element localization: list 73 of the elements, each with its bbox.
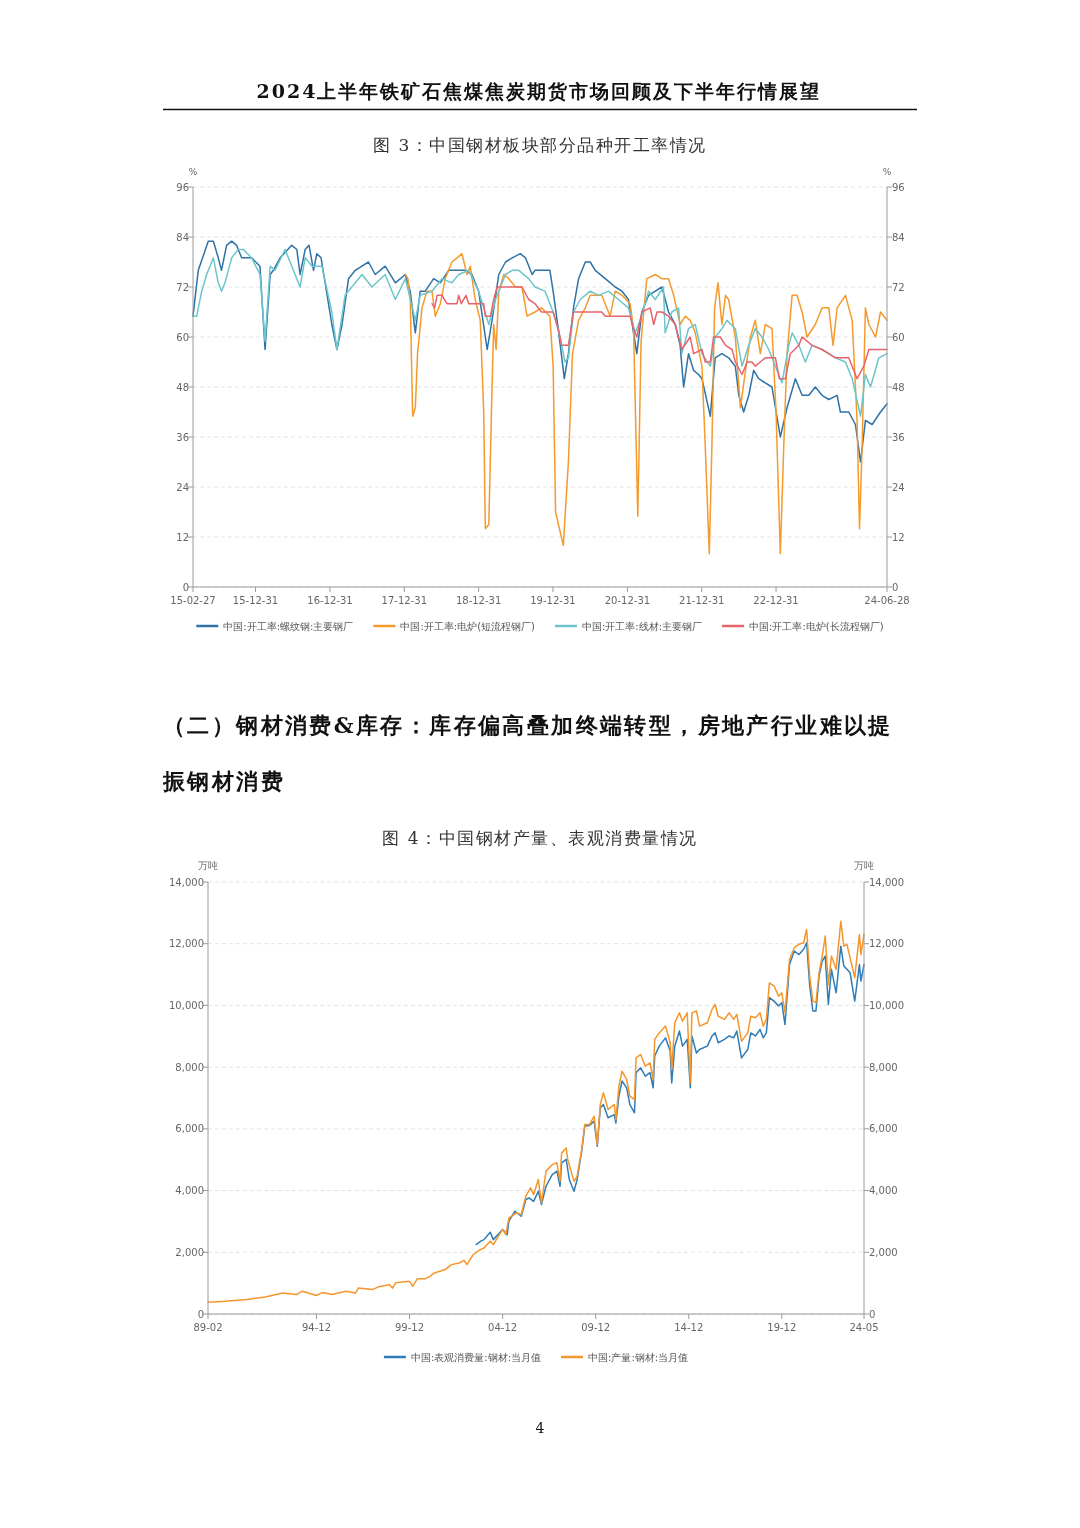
y2-tick-label: 0 [892, 581, 899, 593]
y-tick-label: 14,000 [169, 876, 204, 888]
x-tick-label: 19-12 [767, 1322, 797, 1333]
legend-label: 中国:开工率:电炉(长流程钢厂) [749, 620, 884, 632]
x-tick-label: 15-12-31 [232, 595, 279, 606]
y-tick-label: 10,000 [169, 999, 204, 1011]
legend-label: 中国:开工率:电炉(短流程钢厂) [400, 620, 536, 632]
y-tick-label: 4,000 [175, 1185, 204, 1197]
y2-tick-label: 12 [892, 531, 905, 543]
y2-tick-label: 0 [869, 1308, 876, 1320]
legend-label: 中国:表观消费量:钢材:当月值 [410, 1351, 542, 1363]
legend-label: 中国:开工率:线材:主要钢厂 [581, 620, 703, 632]
text: 4 [535, 1420, 545, 1436]
x-tick-label: 04-12 [488, 1322, 518, 1333]
x-tick-label: 20-12-31 [604, 595, 651, 606]
line-series [192, 248, 888, 417]
x-tick-label: 89-02 [193, 1322, 223, 1333]
y2-tick-label: 12,000 [869, 938, 904, 950]
y-tick-label: 84 [176, 231, 189, 243]
y-tick-label: 60 [176, 331, 189, 343]
y2-tick-label: 4,000 [869, 1185, 898, 1197]
y-tick-label: 0 [197, 1308, 204, 1320]
line-series [404, 252, 888, 555]
text: 2024上半年铁矿石焦煤焦炭期货市场回顾及下半年行情展望 [256, 80, 822, 102]
x-tick-label: 99-12 [395, 1322, 425, 1333]
y-tick-label: 48 [176, 381, 189, 393]
y2-axis-title: 万吨 [854, 860, 874, 871]
text: （二）钢材消费&库存：库存偏高叠加终端转型，房地产行业难以提振钢材消费 [163, 712, 893, 794]
y2-tick-label: 8,000 [869, 1061, 898, 1073]
y-axis-title: % [188, 167, 198, 177]
y2-tick-label: 84 [892, 231, 905, 243]
legend-label: 中国:产量:钢材:当月值 [588, 1351, 689, 1363]
y-tick-label: 0 [182, 581, 189, 593]
chart-title: 图 3：中国钢材板块部分品种开工率情况 [373, 135, 707, 155]
x-tick-label: 24-06-28 [864, 595, 910, 606]
x-tick-label: 15-02-27 [170, 595, 216, 606]
y-tick-label: 8,000 [175, 1061, 204, 1073]
x-tick-label: 16-12-31 [307, 595, 353, 606]
y-tick-label: 72 [176, 281, 189, 293]
x-tick-label: 18-12-31 [455, 595, 502, 606]
y2-tick-label: 24 [892, 481, 905, 493]
y2-tick-label: 10,000 [869, 999, 904, 1011]
y-tick-label: 96 [176, 181, 189, 193]
x-tick-label: 19-12-31 [530, 595, 576, 606]
y-tick-label: 6,000 [175, 1123, 204, 1135]
y2-tick-label: 36 [892, 431, 905, 443]
y2-tick-label: 2,000 [869, 1246, 898, 1258]
y-tick-label: 12 [176, 531, 189, 543]
x-tick-label: 94-12 [301, 1322, 332, 1333]
y2-tick-label: 48 [892, 381, 905, 393]
x-tick-label: 24-05 [849, 1322, 879, 1333]
y2-tick-label: 60 [892, 331, 905, 343]
legend-label: 中国:开工率:螺纹钢:主要钢厂 [223, 620, 354, 632]
y-axis-title: 万吨 [198, 860, 218, 871]
y2-tick-label: 6,000 [869, 1123, 898, 1135]
y2-tick-label: 96 [892, 181, 905, 193]
line-series [431, 286, 888, 380]
y-tick-label: 24 [176, 481, 189, 493]
y2-tick-label: 14,000 [869, 876, 904, 888]
y2-tick-label: 72 [892, 281, 905, 293]
x-tick-label: 21-12-31 [679, 595, 725, 606]
chart-title: 图 4：中国钢材产量、表观消费量情况 [382, 828, 698, 848]
y2-axis-title: % [882, 167, 892, 177]
line-series [207, 920, 865, 1304]
x-tick-label: 17-12-31 [381, 595, 428, 606]
x-tick-label: 22-12-31 [753, 595, 799, 606]
x-tick-label: 09-12 [581, 1322, 611, 1333]
y-tick-label: 36 [176, 431, 189, 443]
y-tick-label: 2,000 [175, 1246, 204, 1258]
y-tick-label: 12,000 [169, 938, 204, 950]
line-series [475, 942, 865, 1246]
x-tick-label: 14-12 [674, 1322, 704, 1333]
line-series [192, 240, 888, 463]
